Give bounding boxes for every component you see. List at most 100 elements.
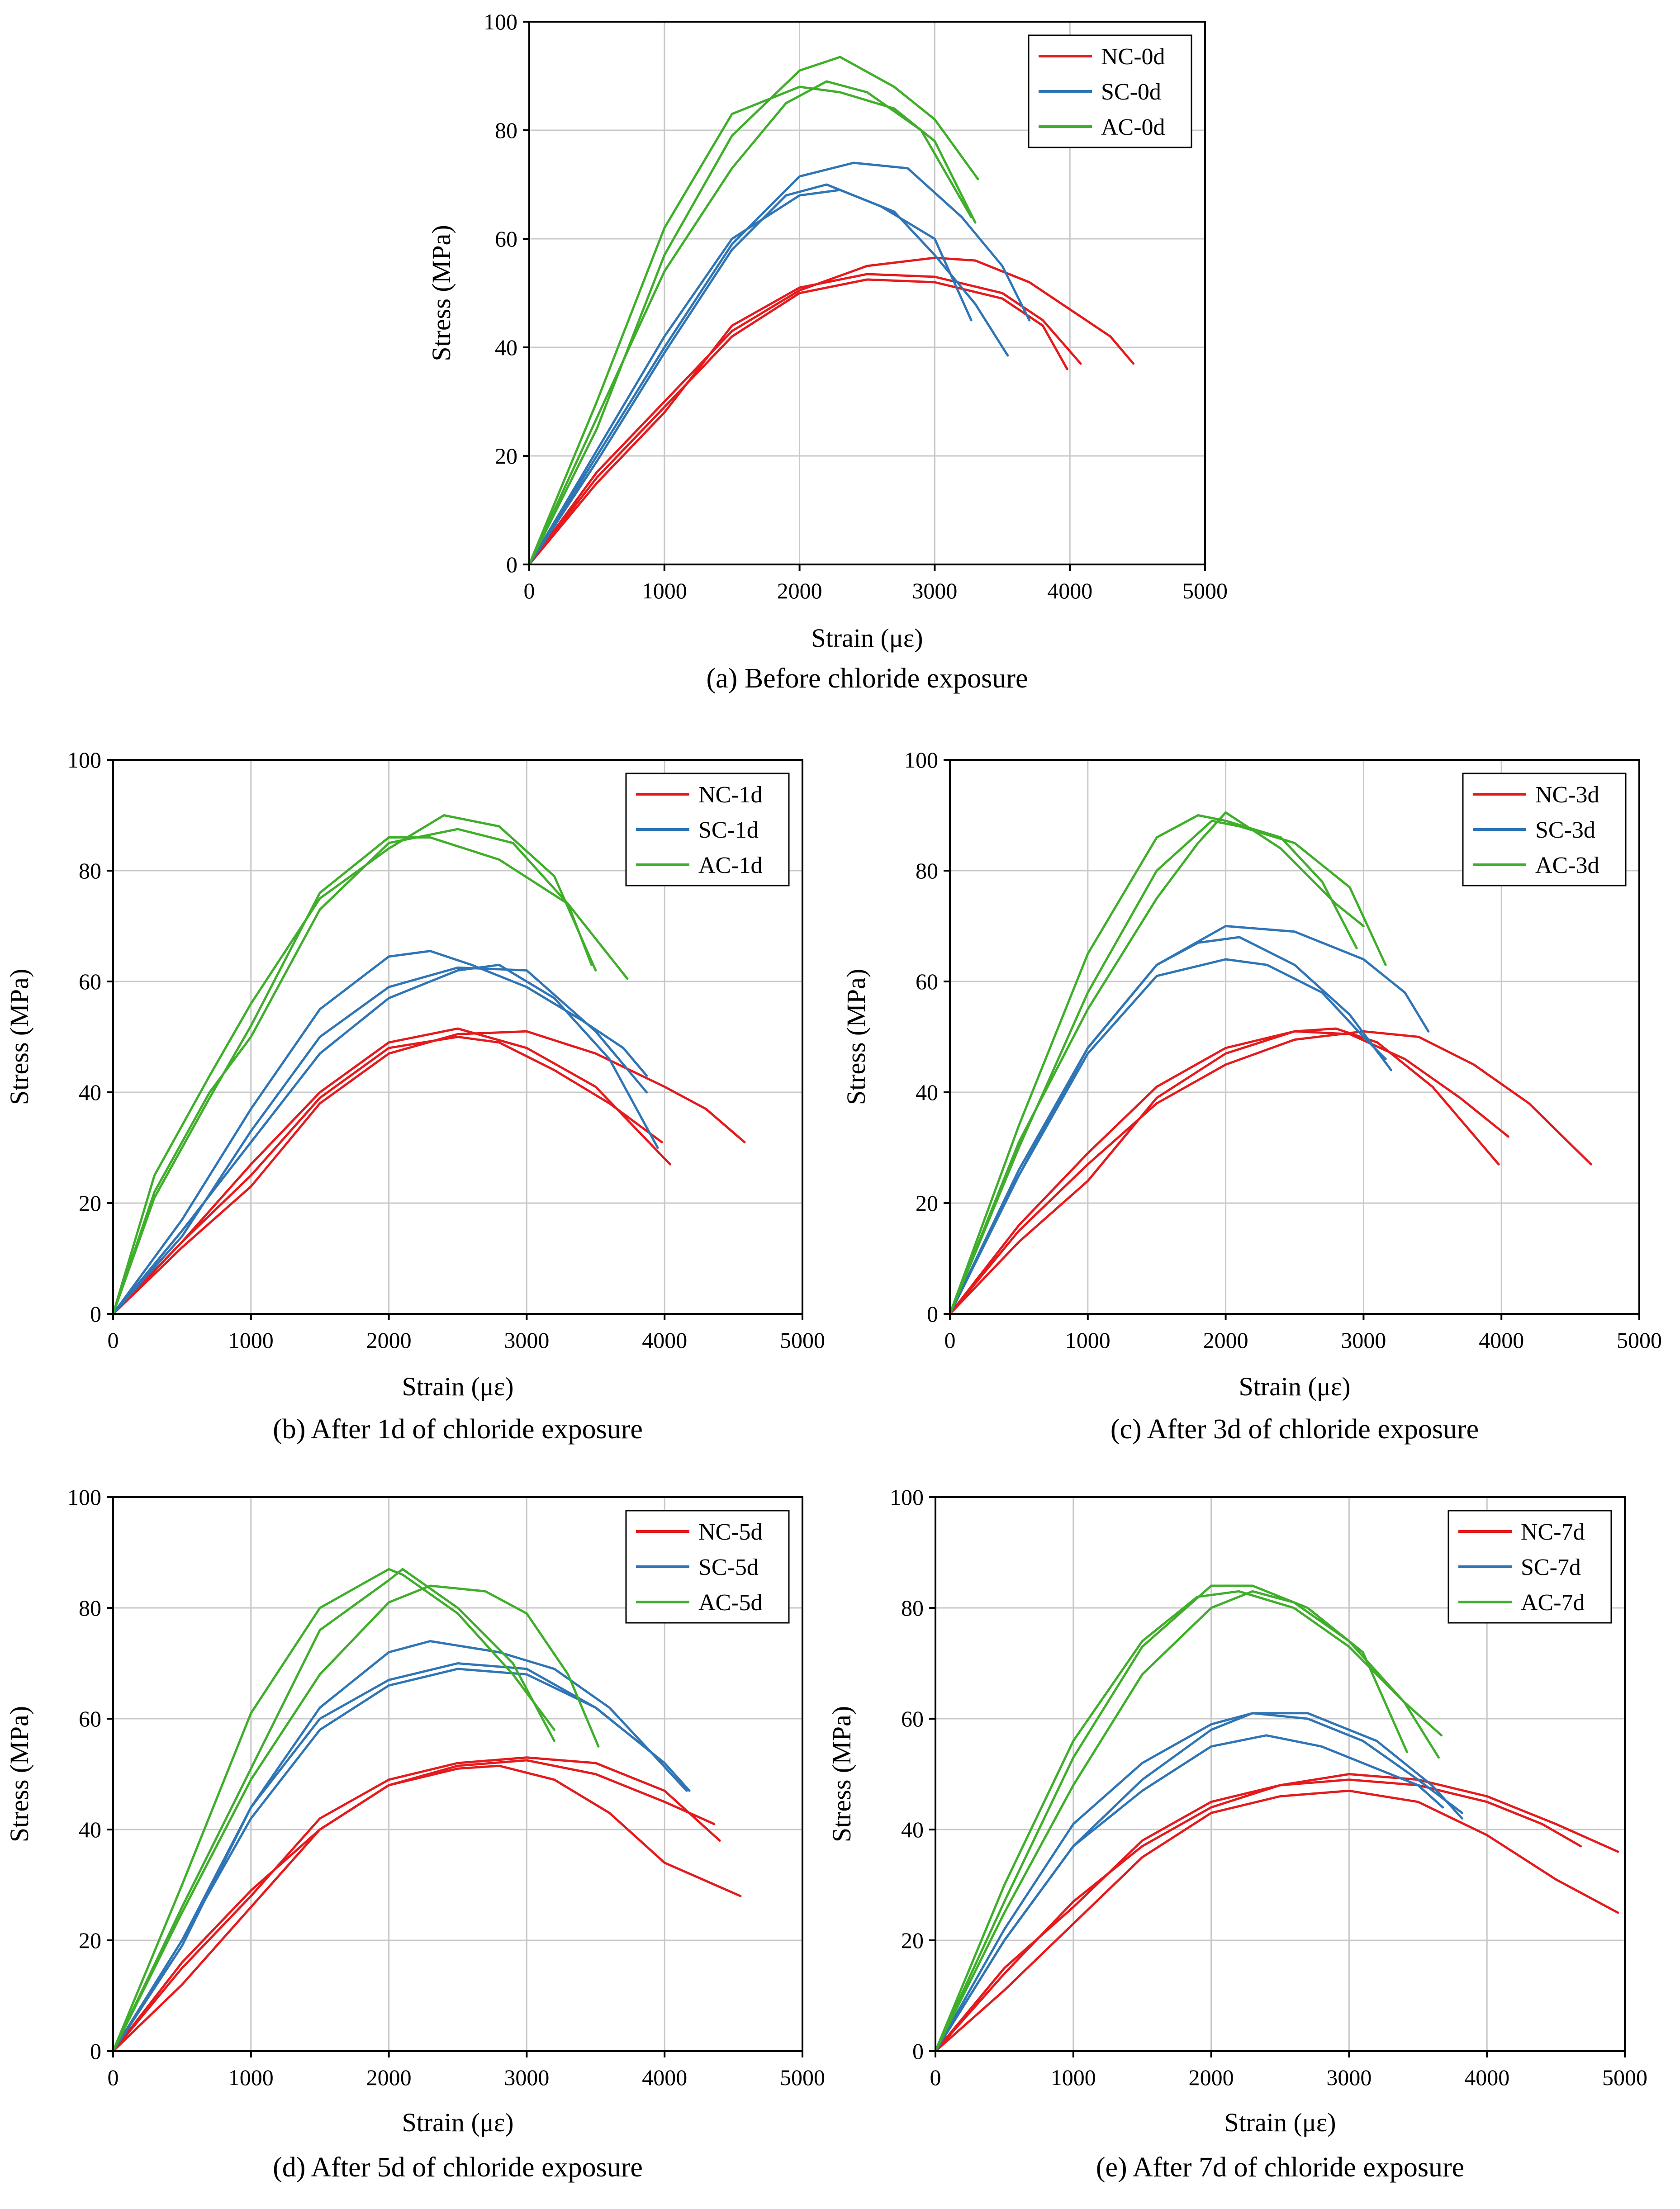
legend-label-ac: AC-7d: [1521, 1590, 1585, 1616]
series-line-ac-1: [934, 1584, 1408, 2053]
y-tick-label: 20: [79, 1190, 101, 1216]
y-tick-label: 80: [79, 858, 101, 883]
series-line-ac-2: [112, 828, 593, 1315]
panel-caption: (a) Before chloride exposure: [707, 663, 1028, 694]
x-tick-label: 3000: [504, 1327, 549, 1353]
y-tick-label: 100: [890, 1484, 924, 1510]
series-line-nc-1: [949, 1030, 1592, 1315]
series-line-nc-3: [112, 1036, 663, 1315]
y-tick-label: 60: [495, 226, 517, 251]
x-tick-label: 1000: [642, 578, 687, 603]
series-line-ac-2: [528, 80, 973, 566]
legend: NC-0d SC-0d AC-0d: [1028, 34, 1192, 148]
series-line-nc-1: [528, 256, 1135, 566]
y-tick-label: 20: [916, 1190, 938, 1216]
series-line-nc-2: [934, 1789, 1619, 2053]
x-tick-label: 2000: [366, 1327, 412, 1353]
series-line-sc-2: [112, 963, 659, 1315]
series-line-nc-1: [112, 1030, 746, 1315]
x-tick-label: 1000: [228, 1327, 274, 1353]
series-line-ac-1: [949, 814, 1358, 1315]
y-tick-label: 40: [495, 335, 517, 360]
x-tick-label: 5000: [1182, 578, 1228, 603]
x-tick-label: 4000: [1464, 2065, 1509, 2090]
x-axis-label: Strain (με): [1239, 1372, 1350, 1401]
y-tick-label: 60: [916, 969, 938, 994]
series-line-sc-2: [528, 161, 1031, 566]
legend-label-ac: AC-1d: [698, 853, 763, 878]
x-tick-label: 3000: [912, 578, 957, 603]
y-tick-label: 80: [916, 858, 938, 883]
panel-caption: (e) After 7d of chloride exposure: [1096, 2152, 1464, 2183]
y-tick-label: 60: [79, 1706, 101, 1731]
y-tick-label: 60: [901, 1706, 924, 1731]
y-tick-label: 0: [927, 1301, 938, 1327]
series-line-sc-1: [112, 950, 648, 1315]
x-tick-label: 5000: [1602, 2065, 1647, 2090]
series-line-sc-3: [949, 958, 1387, 1315]
y-tick-label: 20: [79, 1928, 101, 1953]
y-tick-label: 80: [79, 1595, 101, 1621]
panel-caption: (d) After 5d of chloride exposure: [273, 2152, 643, 2183]
legend-label-ac: AC-3d: [1535, 853, 1599, 878]
x-tick-label: 0: [524, 578, 535, 603]
x-tick-label: 4000: [1479, 1327, 1524, 1353]
x-tick-label: 0: [108, 2065, 119, 2090]
chart-panel-a: 0 1000 2000 3000 4000 5000 0 20 40 60 80 100 Strain …: [427, 9, 1228, 694]
x-axis-label: Strain (με): [402, 1372, 513, 1401]
y-tick-label: 100: [904, 747, 938, 773]
x-axis-label: Strain (με): [1224, 2108, 1336, 2137]
plot-frame: [112, 759, 803, 1315]
series-line-sc-3: [112, 966, 648, 1315]
x-tick-label: 2000: [1189, 2065, 1234, 2090]
y-axis-label: Stress (MPa): [841, 969, 871, 1105]
series-line-ac-1: [528, 85, 977, 566]
x-tick-label: 4000: [642, 1327, 687, 1353]
y-tick-label: 100: [484, 9, 517, 34]
x-tick-label: 0: [944, 1327, 956, 1353]
x-tick-label: 4000: [642, 2065, 687, 2090]
legend-label-sc: SC-5d: [698, 1555, 759, 1580]
legend-label-sc: SC-0d: [1101, 79, 1161, 105]
x-axis-label: Strain (με): [811, 623, 923, 653]
legend-label-ac: AC-0d: [1101, 114, 1165, 140]
legend: NC-1d SC-1d AC-1d: [625, 773, 790, 886]
x-tick-label: 3000: [1341, 1327, 1386, 1353]
panel-caption: (c) After 3d of chloride exposure: [1111, 1414, 1479, 1445]
chart-panel-d: 0 1000 2000 3000 4000 5000 0 20 40 60 80 100 Strain …: [5, 1484, 825, 2183]
plot-frame: [112, 1496, 803, 2052]
series-line-ac-3: [112, 836, 629, 1315]
y-axis-label: Stress (MPa): [827, 1706, 856, 1842]
x-tick-label: 5000: [1617, 1327, 1662, 1353]
x-tick-label: 2000: [366, 2065, 412, 2090]
y-tick-label: 20: [495, 443, 517, 469]
y-tick-label: 100: [67, 1484, 101, 1510]
y-axis-label: Stress (MPa): [5, 1706, 34, 1842]
y-tick-label: 60: [79, 969, 101, 994]
x-tick-label: 0: [108, 1327, 119, 1353]
series-line-nc-3: [949, 1030, 1509, 1315]
series-line-nc-1: [112, 1759, 716, 2053]
panel-caption: (b) After 1d of chloride exposure: [273, 1414, 643, 1445]
legend-label-ac: AC-5d: [698, 1590, 763, 1616]
series-line-sc-2: [934, 1712, 1463, 2053]
x-tick-label: 2000: [777, 578, 822, 603]
x-tick-label: 2000: [1203, 1327, 1248, 1353]
series-line-nc-3: [934, 1778, 1582, 2053]
legend: NC-7d SC-7d AC-7d: [1447, 1510, 1612, 1624]
legend-label-nc: NC-0d: [1101, 44, 1165, 70]
series-line-ac-3: [528, 56, 979, 566]
plot-frame: [935, 1496, 1626, 2052]
series-line-ac-3: [934, 1590, 1440, 2053]
y-axis-label: Stress (MPa): [5, 969, 34, 1105]
series-line-ac-1: [112, 1568, 555, 2053]
series-line-ac-2: [112, 1568, 555, 2053]
chart-panel-c: 0 1000 2000 3000 4000 5000 0 20 40 60 80 100 Strain …: [841, 747, 1662, 1445]
x-tick-label: 5000: [780, 2065, 825, 2090]
y-tick-label: 0: [506, 552, 517, 577]
y-tick-label: 80: [495, 118, 517, 143]
legend-label-nc: NC-3d: [1535, 782, 1599, 808]
y-tick-label: 40: [901, 1817, 924, 1842]
x-tick-label: 3000: [1326, 2065, 1372, 2090]
